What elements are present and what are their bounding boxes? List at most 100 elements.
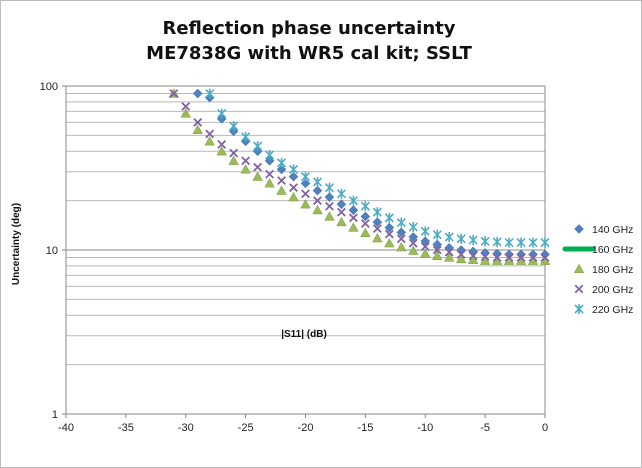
data-point-200-ghz — [193, 117, 203, 127]
x-tick-label: -30 — [178, 422, 194, 434]
y-tick-label: 100 — [40, 81, 58, 93]
data-point-200-ghz — [229, 148, 239, 158]
data-point-220-ghz — [444, 232, 454, 243]
chart-title-line-1: Reflection phase uncertainty — [162, 18, 455, 39]
data-point-200-ghz — [169, 89, 179, 98]
data-point-200-ghz — [205, 129, 215, 139]
data-point-200-ghz — [516, 253, 526, 262]
data-point-200-ghz — [444, 247, 454, 257]
data-point-220-ghz — [205, 88, 215, 99]
data-point-180-ghz — [300, 198, 311, 209]
data-point-200-ghz — [277, 176, 286, 186]
data-point-140-ghz — [324, 192, 335, 203]
legend-label: 140 GHz — [592, 224, 633, 236]
data-point-220-ghz — [396, 217, 406, 228]
data-point-140-ghz — [408, 232, 419, 242]
data-point-200-ghz — [348, 213, 358, 223]
x-tick-label: -35 — [118, 422, 134, 434]
legend-marker-140-ghz — [574, 224, 584, 234]
data-point-200-ghz — [432, 245, 442, 255]
data-point-180-ghz — [252, 171, 263, 181]
data-point-200-ghz — [504, 253, 514, 262]
data-point-220-ghz — [360, 201, 370, 212]
data-point-180-ghz — [324, 211, 335, 221]
x-axis-label: |S11| (dB) — [281, 329, 327, 340]
data-point-200-ghz — [372, 224, 382, 234]
data-point-220-ghz — [336, 188, 346, 199]
data-point-220-ghz — [432, 229, 442, 240]
data-point-200-ghz — [360, 219, 370, 228]
data-point-140-ghz — [276, 164, 287, 175]
data-point-180-ghz — [455, 253, 467, 264]
data-point-180-ghz — [443, 252, 455, 262]
data-point-220-ghz — [492, 236, 502, 247]
y-axis-ticks: 1 10 100 — [40, 81, 66, 421]
data-point-220-ghz — [516, 237, 526, 248]
data-point-220-ghz — [312, 176, 323, 187]
data-point-200-ghz — [468, 251, 478, 261]
data-point-180-ghz — [372, 232, 383, 243]
x-tick-label: -10 — [417, 422, 433, 434]
data-point-180-ghz — [408, 245, 419, 255]
data-point-220-ghz — [468, 235, 478, 246]
data-point-140-ghz — [384, 222, 395, 233]
data-point-200-ghz — [217, 140, 227, 149]
legend-label: 220 GHz — [592, 304, 633, 316]
x-tick-label: -15 — [357, 422, 373, 434]
data-point-220-ghz — [372, 207, 382, 218]
legend-marker-220-ghz — [574, 304, 584, 314]
data-point-140-ghz — [348, 205, 359, 215]
data-point-140-ghz — [312, 185, 323, 196]
data-point-200-ghz — [456, 249, 466, 259]
legend-marker-180-ghz — [573, 263, 585, 274]
data-point-200-ghz — [301, 189, 310, 199]
data-point-180-ghz — [228, 155, 239, 165]
data-point-180-ghz — [336, 216, 347, 227]
legend-label: 160 GHz — [592, 244, 633, 256]
data-point-200-ghz — [408, 238, 418, 248]
chart-title-line-2: ME7838G with WR5 cal kit; SSLT — [146, 43, 472, 64]
data-point-220-ghz — [456, 233, 466, 244]
data-point-220-ghz — [241, 131, 251, 142]
data-point-140-ghz — [360, 211, 371, 222]
data-point-140-ghz — [336, 199, 347, 210]
data-point-220-ghz — [217, 108, 227, 119]
y-tick-label: 1 — [52, 409, 58, 421]
data-point-200-ghz — [313, 196, 322, 206]
data-point-200-ghz — [241, 156, 251, 166]
data-point-180-ghz — [432, 250, 443, 261]
data-point-220-ghz — [540, 237, 550, 248]
data-point-220-ghz — [265, 149, 275, 160]
x-axis-ticks: -40 -35 -30 -25 -20 -15 -10 -5 0 — [58, 414, 548, 434]
data-point-180-ghz — [420, 248, 431, 258]
data-point-140-ghz — [192, 88, 203, 99]
data-point-200-ghz — [253, 162, 263, 172]
x-tick-label: -20 — [298, 422, 314, 434]
data-point-220-ghz — [253, 141, 263, 152]
data-point-220-ghz — [348, 195, 358, 206]
x-tick-label: 0 — [542, 422, 548, 434]
data-point-140-ghz — [372, 217, 383, 227]
data-point-180-ghz — [312, 204, 323, 215]
data-point-180-ghz — [276, 185, 287, 195]
data-point-220-ghz — [276, 157, 287, 168]
data-point-200-ghz — [396, 234, 406, 244]
data-point-140-ghz — [264, 155, 275, 166]
data-point-180-ghz — [396, 241, 407, 252]
data-point-200-ghz — [325, 201, 334, 211]
data-point-140-ghz — [300, 178, 311, 189]
data-point-140-ghz — [288, 171, 299, 182]
data-point-220-ghz — [504, 237, 514, 248]
x-tick-label: -5 — [480, 422, 490, 434]
data-point-220-ghz — [229, 121, 239, 132]
data-point-140-ghz — [396, 227, 407, 238]
data-point-220-ghz — [300, 171, 311, 182]
data-point-220-ghz — [528, 237, 538, 248]
data-point-180-ghz — [384, 237, 395, 248]
data-point-200-ghz — [480, 252, 490, 262]
data-point-220-ghz — [324, 182, 335, 193]
data-point-180-ghz — [204, 135, 215, 146]
data-point-180-ghz — [180, 108, 191, 118]
